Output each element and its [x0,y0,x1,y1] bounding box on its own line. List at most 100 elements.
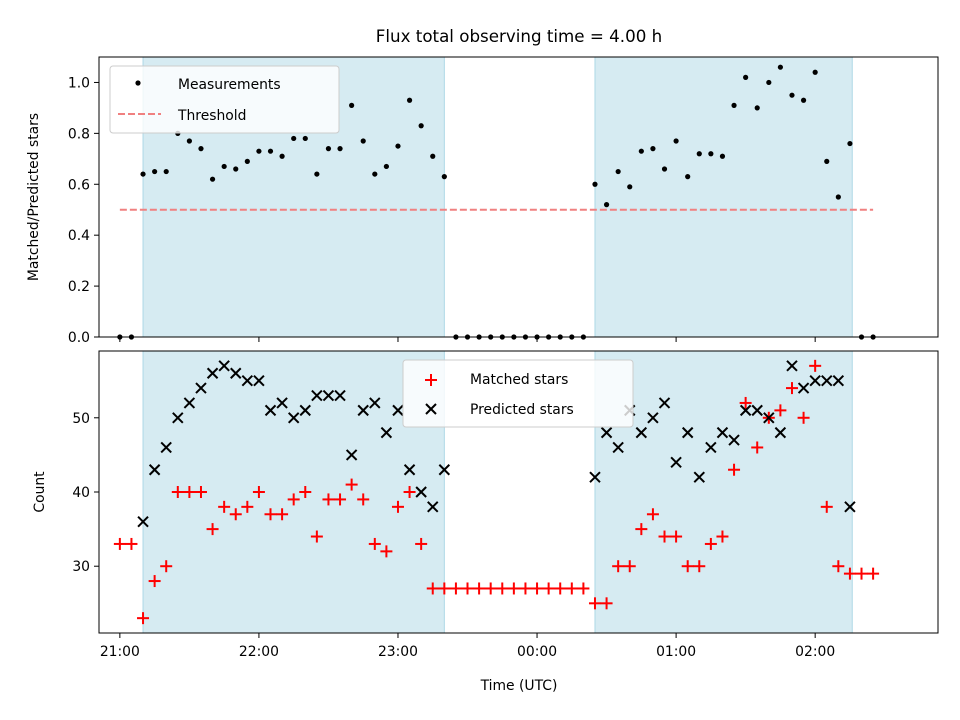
matched-point-27 [426,582,439,595]
matched-point-4 [160,560,173,573]
predicted-point-39 [728,434,740,446]
matched-point-10 [229,508,242,521]
matched-point-0 [113,537,126,550]
measurement-point-13 [267,148,274,154]
measurement-point-48 [673,138,679,144]
predicted-point-12 [276,397,288,409]
y-tick-label-5: 1.0 [68,75,90,91]
predicted-point-34 [670,456,682,469]
x-tick-label-0: 21:00 [100,644,140,660]
matched-point-45 [635,523,648,536]
predicted-point-33 [658,397,671,409]
matched-point-32 [484,582,497,595]
matched-point-24 [391,500,404,513]
predicted-point-15 [311,389,323,402]
matched-point-38 [554,582,567,595]
bottom-y-ticks: 30 40 50 [72,411,99,575]
measurement-point-45 [638,148,644,154]
measurement-point-58 [789,92,795,98]
measurement-point-22 [372,171,378,177]
x-tick-label-2: 23:00 [378,644,418,660]
matched-point-65 [867,567,880,580]
matched-point-46 [646,508,659,521]
measurement-point-21 [360,138,366,144]
matched-point-11 [241,500,254,513]
observing-window-2 [594,56,853,338]
predicted-point-42 [763,412,775,424]
legend-predicted-label: Predicted stars [470,402,574,418]
measurement-point-41 [592,181,598,187]
predicted-point-7 [218,360,230,372]
measurement-point-49 [685,174,691,180]
measurement-point-52 [719,153,726,159]
matched-point-13 [264,508,277,521]
predicted-point-16 [322,389,335,402]
matched-point-16 [299,486,312,498]
matched-point-31 [473,582,486,595]
matched-point-6 [183,486,196,498]
matched-point-49 [681,560,694,573]
measurement-point-19 [337,146,343,152]
x-tick-label-4: 01:00 [656,644,696,660]
predicted-point-4 [183,397,196,409]
x-tick-label-3: 00:00 [517,644,557,660]
matched-point-47 [658,530,671,543]
matched-point-22 [368,537,381,550]
measurement-point-63 [847,140,853,147]
predicted-point-41 [751,404,763,417]
measurement-point-18 [325,146,332,152]
predicted-point-48 [832,374,845,387]
matched-point-34 [507,582,520,595]
predicted-point-49 [844,501,856,513]
predicted-point-47 [821,374,833,387]
measurement-point-4 [163,168,169,175]
matched-point-44 [623,560,636,573]
top-y-axis-label: Matched/Predicted stars [26,113,42,281]
matched-point-1 [125,537,138,550]
y-tick-label-0: 30 [72,559,90,575]
measurement-point-54 [743,74,749,80]
measurement-point-15 [291,135,297,142]
predicted-point-37 [705,441,717,454]
measurement-point-8 [209,176,216,182]
measurement-point-27 [430,153,436,159]
matched-point-57 [774,404,787,417]
matched-point-30 [461,582,474,595]
predicted-point-13 [287,412,300,424]
measurement-point-10 [233,166,239,172]
measurement-point-24 [395,143,401,149]
measurement-point-57 [777,64,783,70]
predicted-point-45 [797,382,810,394]
measurement-point-51 [708,151,714,157]
predicted-point-35 [681,426,694,439]
predicted-point-5 [195,382,207,394]
measurement-point-20 [349,102,355,108]
measurement-point-2 [140,171,146,177]
predicted-point-10 [253,374,265,387]
measurement-point-12 [256,148,262,154]
measurement-point-6 [186,138,192,144]
bottom-legend: Matched stars Predicted stars [402,359,634,428]
predicted-point-25 [427,501,439,513]
predicted-point-21 [380,426,393,439]
y-tick-label-1: 0.2 [68,279,90,295]
predicted-point-3 [172,412,184,424]
predicted-point-27 [589,471,601,483]
predicted-point-40 [739,404,752,417]
measurement-point-44 [627,184,633,190]
matched-point-14 [276,508,289,521]
measurement-point-62 [835,194,841,200]
matched-point-15 [287,493,300,506]
matched-point-23 [380,545,393,558]
matched-point-64 [855,567,868,580]
measurement-point-3 [152,168,158,175]
x-tick-label-5: 02:00 [795,644,835,660]
measurement-point-53 [731,102,737,108]
y-tick-label-0: 0.0 [68,330,90,346]
predicted-point-36 [693,471,705,483]
measurement-point-23 [383,163,389,170]
matched-point-17 [310,530,323,543]
matched-point-37 [542,582,555,595]
bottom-y-axis-label: Count [32,471,48,513]
matched-point-41 [588,597,601,610]
